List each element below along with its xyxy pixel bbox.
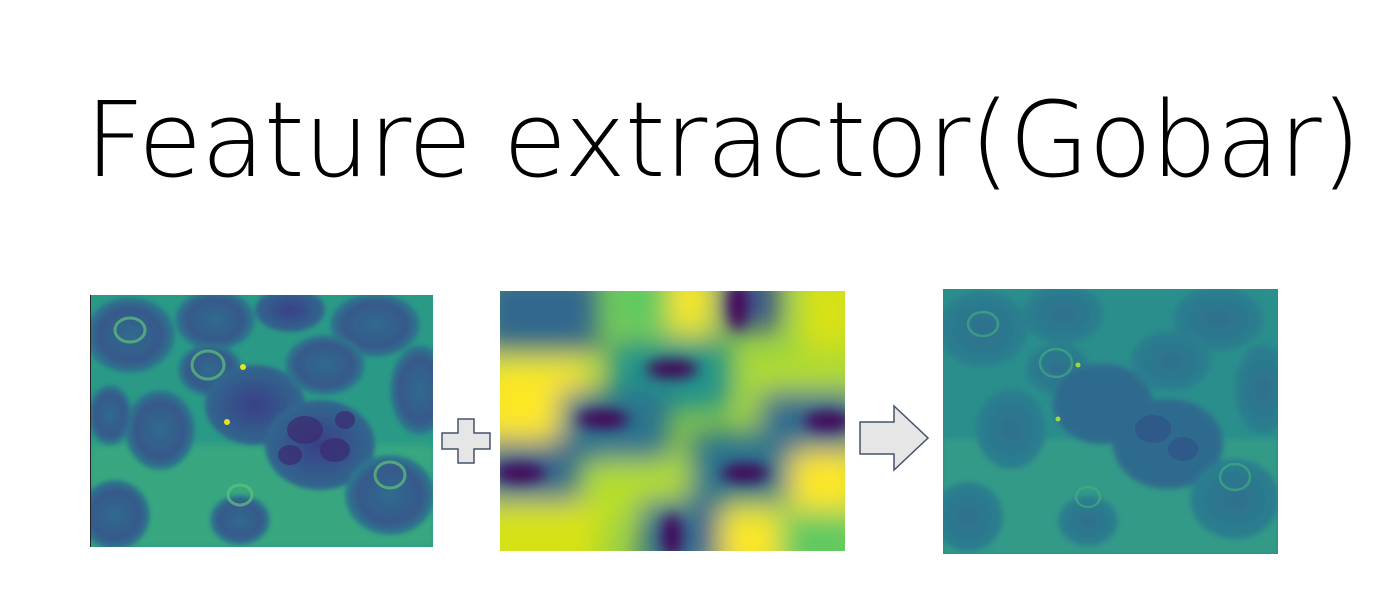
plus-icon — [440, 417, 492, 465]
output-image — [943, 289, 1278, 554]
slide-title: Feature extractor(Gobar) — [85, 79, 1361, 201]
right-arrow-icon — [858, 404, 930, 472]
input-image — [90, 295, 433, 547]
gabor-filter-image — [500, 291, 845, 551]
